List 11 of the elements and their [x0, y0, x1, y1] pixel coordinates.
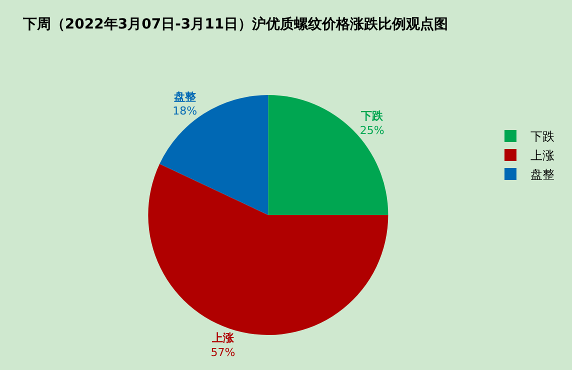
data-label: 25% — [360, 124, 384, 137]
legend-label: 盘整 — [530, 168, 554, 182]
slice-label: 盘整 — [172, 90, 197, 104]
slice-label: 下跌 — [360, 110, 384, 123]
legend-label: 上涨 — [530, 148, 554, 163]
data-label: 57% — [210, 346, 236, 359]
slice-label: 上涨 — [210, 331, 235, 344]
chart-title: 下周（2022年3月07日-3月11日）沪优质螺纹价格涨跌比例观点图 — [22, 15, 448, 32]
pie-slice — [268, 95, 388, 215]
legend-label: 下跌 — [530, 130, 554, 144]
data-label: 18% — [172, 104, 198, 118]
